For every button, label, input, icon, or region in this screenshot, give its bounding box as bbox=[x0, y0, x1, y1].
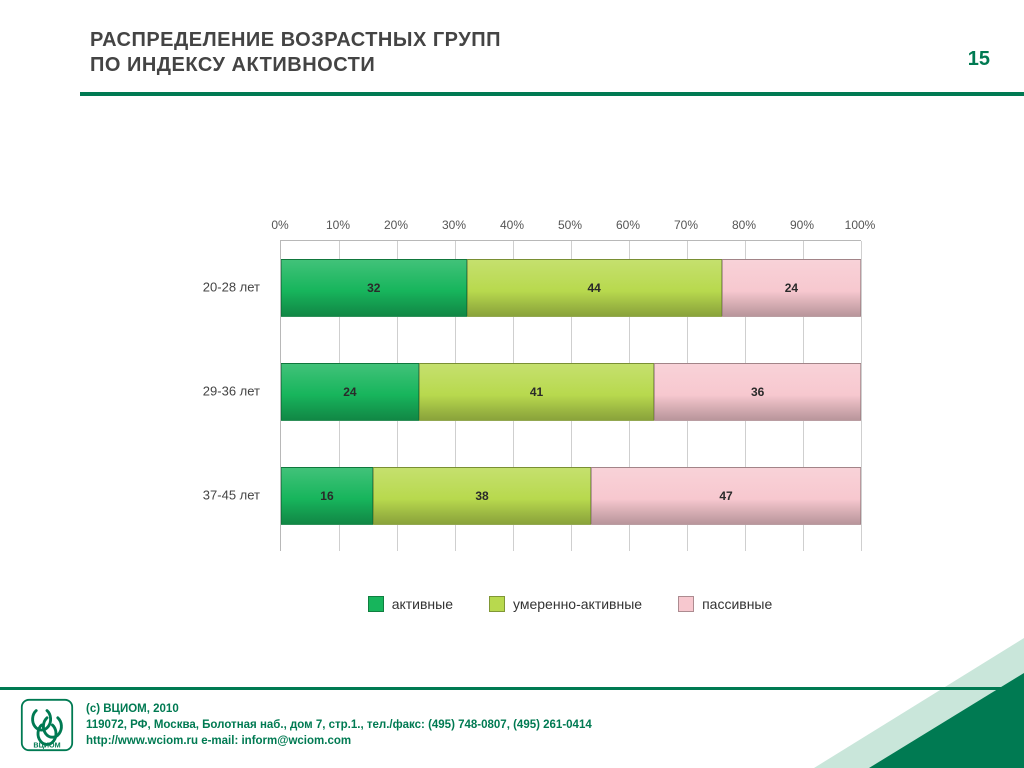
title-line-2: ПО ИНДЕКСУ АКТИВНОСТИ bbox=[90, 53, 501, 78]
legend-swatch bbox=[368, 596, 384, 612]
legend-swatch bbox=[489, 596, 505, 612]
legend-item: активные bbox=[368, 596, 453, 612]
chart-legend: активные умеренно-активные пассивные bbox=[280, 582, 860, 617]
legend-label: умеренно-активные bbox=[513, 596, 642, 612]
legend-label: активные bbox=[392, 596, 453, 612]
legend-swatch bbox=[678, 596, 694, 612]
wciom-logo-icon: ВЦИОМ bbox=[20, 698, 74, 752]
bar-segment: 47 bbox=[591, 467, 861, 525]
x-tick-label: 30% bbox=[442, 218, 466, 232]
svg-text:ВЦИОМ: ВЦИОМ bbox=[33, 741, 60, 750]
bar-row: 163847 bbox=[281, 467, 861, 525]
legend-item: умеренно-активные bbox=[489, 596, 642, 612]
x-axis-ticks: 0%10%20%30%40%50%60%70%80%90%100% bbox=[280, 218, 860, 238]
grid-line bbox=[861, 241, 862, 551]
chart-plot-area: 324424244136163847 bbox=[280, 240, 861, 551]
bar-segment: 44 bbox=[467, 259, 722, 317]
x-tick-label: 60% bbox=[616, 218, 640, 232]
footer-contacts: http://www.wciom.ru e-mail: inform@wciom… bbox=[86, 733, 592, 749]
legend-item: пассивные bbox=[678, 596, 772, 612]
y-axis-label: 20-28 лет bbox=[110, 280, 260, 295]
x-tick-label: 50% bbox=[558, 218, 582, 232]
bar-segment: 36 bbox=[654, 363, 861, 421]
x-tick-label: 70% bbox=[674, 218, 698, 232]
page-footer: ВЦИОМ (с) ВЦИОМ, 2010 119072, РФ, Москва… bbox=[0, 687, 1024, 768]
footer-address: 119072, РФ, Москва, Болотная наб., дом 7… bbox=[86, 717, 592, 733]
x-tick-label: 0% bbox=[271, 218, 288, 232]
page-number: 15 bbox=[968, 48, 990, 71]
bar-segment: 16 bbox=[281, 467, 373, 525]
x-tick-label: 20% bbox=[384, 218, 408, 232]
bar-segment: 24 bbox=[281, 363, 419, 421]
title-underline bbox=[80, 92, 1024, 96]
bar-segment: 38 bbox=[373, 467, 591, 525]
y-axis-label: 29-36 лет bbox=[110, 384, 260, 399]
bar-row: 324424 bbox=[281, 259, 861, 317]
bar-row: 244136 bbox=[281, 363, 861, 421]
title-line-1: РАСПРЕДЕЛЕНИЕ ВОЗРАСТНЫХ ГРУПП bbox=[90, 28, 501, 53]
x-tick-label: 40% bbox=[500, 218, 524, 232]
footer-copyright: (с) ВЦИОМ, 2010 bbox=[86, 701, 592, 717]
x-tick-label: 90% bbox=[790, 218, 814, 232]
y-axis-label: 37-45 лет bbox=[110, 488, 260, 503]
page-header: РАСПРЕДЕЛЕНИЕ ВОЗРАСТНЫХ ГРУПП ПО ИНДЕКС… bbox=[90, 28, 501, 78]
bar-segment: 32 bbox=[281, 259, 467, 317]
x-tick-label: 100% bbox=[845, 218, 876, 232]
x-tick-label: 10% bbox=[326, 218, 350, 232]
bar-stack: 163847 bbox=[281, 467, 861, 525]
bar-segment: 41 bbox=[419, 363, 654, 421]
bar-segment: 24 bbox=[722, 259, 861, 317]
bar-stack: 324424 bbox=[281, 259, 861, 317]
footer-text: (с) ВЦИОМ, 2010 119072, РФ, Москва, Боло… bbox=[86, 701, 592, 749]
bar-stack: 244136 bbox=[281, 363, 861, 421]
legend-label: пассивные bbox=[702, 596, 772, 612]
x-tick-label: 80% bbox=[732, 218, 756, 232]
